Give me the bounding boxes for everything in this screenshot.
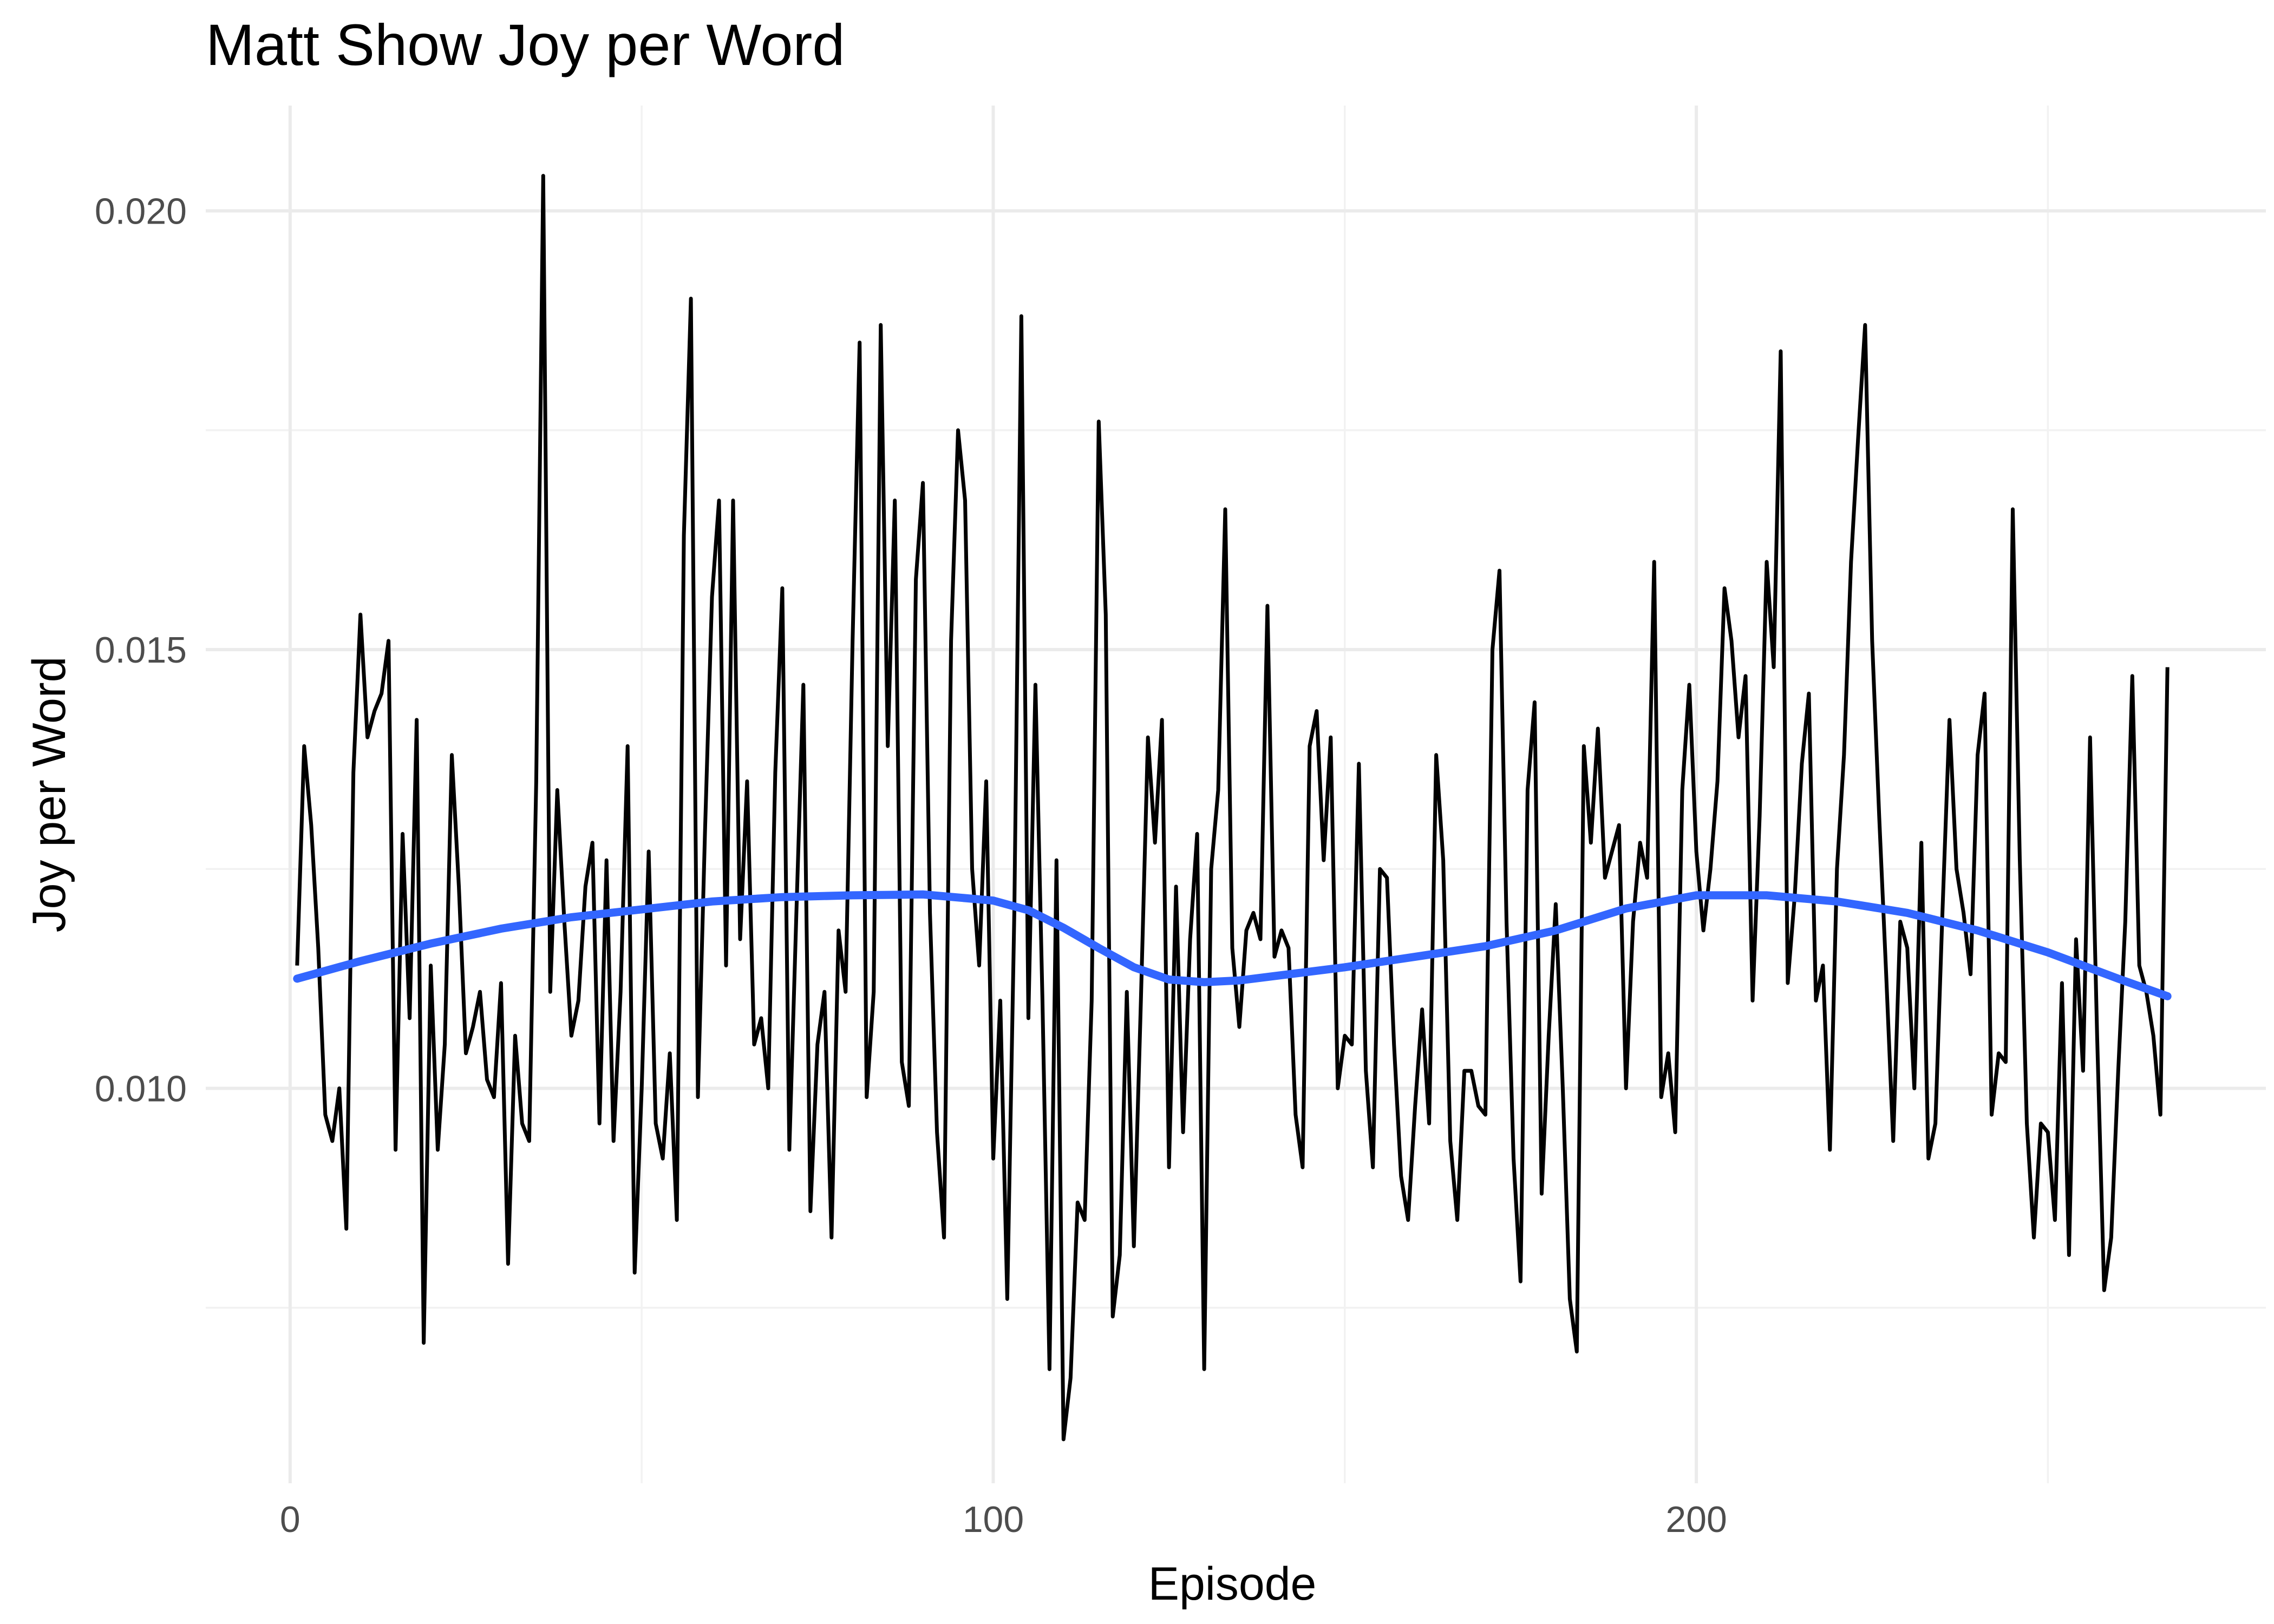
x-tick-label: 100 — [963, 1499, 1024, 1540]
y-axis-title: Joy per Word — [23, 657, 75, 933]
x-axis-tick-labels: 0 100 200 — [280, 1499, 1727, 1540]
y-tick-label: 0.015 — [95, 630, 187, 671]
major-gridlines — [206, 106, 2266, 1483]
series-layer — [293, 174, 2172, 1442]
y-tick-label: 0.020 — [95, 191, 187, 232]
minor-gridlines — [206, 106, 2266, 1483]
x-tick-label: 200 — [1665, 1499, 1727, 1540]
smoothed-trend-line — [293, 890, 2172, 1000]
y-tick-label: 0.010 — [95, 1069, 187, 1110]
chart-title: Matt Show Joy per Word — [206, 12, 845, 77]
y-axis-tick-labels: 0.010 0.015 0.020 — [95, 191, 187, 1110]
joy-per-word-series-line — [295, 174, 2170, 1442]
x-axis-title: Episode — [1148, 1558, 1317, 1610]
x-tick-label: 0 — [280, 1499, 300, 1540]
